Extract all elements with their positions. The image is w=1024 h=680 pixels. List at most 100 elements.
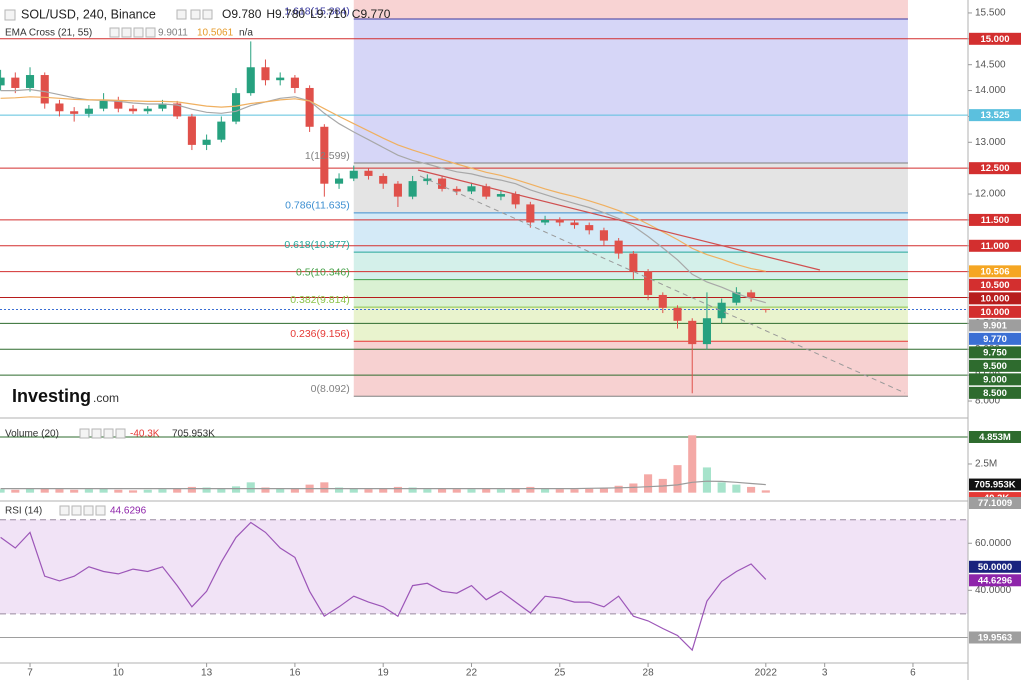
volume-bar	[11, 489, 20, 493]
symbol-title: SOL/USD, 240, Binance	[21, 7, 156, 21]
volume-bar	[614, 485, 623, 493]
candle-body	[732, 292, 741, 303]
price-box	[969, 631, 1021, 644]
collapse-icon[interactable]	[4, 9, 16, 21]
volume-bar	[482, 488, 491, 493]
volume-ma-value: 705.953K	[172, 429, 215, 440]
rsi-title: RSI (14)	[5, 506, 42, 517]
candle-body	[364, 170, 373, 176]
volume-bar	[349, 488, 358, 493]
watermark-brand: Investing	[12, 386, 91, 406]
fib-band	[353, 279, 908, 308]
volume-bar	[0, 489, 5, 493]
candle-body	[335, 178, 344, 184]
volume-bar	[231, 486, 241, 493]
settings-icon[interactable]	[83, 505, 94, 516]
volume-bar	[496, 489, 505, 493]
price-box	[969, 386, 1021, 399]
settings-icon[interactable]	[133, 27, 144, 38]
price-box	[969, 496, 1021, 509]
volume-bar	[70, 489, 79, 493]
settings-icon[interactable]	[176, 9, 187, 20]
trendline	[417, 169, 821, 271]
price-box-label: 10.500	[980, 280, 1009, 291]
settings-icon[interactable]	[145, 27, 156, 38]
candle-body	[408, 181, 417, 197]
candle-body	[438, 178, 447, 189]
price-box	[969, 109, 1021, 122]
x-tick-label: 28	[643, 668, 655, 679]
price-box	[969, 373, 1021, 386]
settings-icon[interactable]	[95, 505, 106, 516]
candle-body	[99, 100, 108, 109]
volume-bar	[747, 486, 756, 493]
x-tick-label: 6	[910, 668, 916, 679]
fib-label: 0.5(10.346)	[296, 266, 350, 278]
candle-body	[702, 318, 711, 345]
candle-body	[261, 67, 270, 81]
x-tick-label: 22	[466, 668, 478, 679]
y-tick-label: 8.000	[975, 396, 1000, 407]
background-layer	[0, 0, 968, 639]
price-box-label: 10.000	[980, 293, 1009, 304]
candle-body	[644, 271, 653, 295]
volume-bar	[688, 435, 697, 493]
settings-icon[interactable]	[91, 428, 102, 439]
x-tick-label: 10	[113, 668, 125, 679]
price-box-label: 50.0000	[978, 562, 1012, 573]
fib-label: 0.382(9.814)	[290, 294, 350, 306]
price-box-label: 9.750	[983, 347, 1007, 358]
candle-body	[158, 103, 167, 109]
price-box-label: 8.500	[983, 388, 1007, 399]
x-tick-label: 19	[378, 668, 390, 679]
volume-bar	[599, 488, 608, 493]
fib-band	[353, 307, 908, 342]
volume-bar	[526, 486, 535, 493]
volume-bar	[644, 474, 653, 493]
settings-icon[interactable]	[71, 505, 82, 516]
candle-body	[585, 225, 594, 231]
price-box	[969, 32, 1021, 45]
candle-body	[11, 77, 20, 88]
settings-icon[interactable]	[109, 27, 120, 38]
settings-icon[interactable]	[79, 428, 90, 439]
labels-layer: 1.618(15.384) 1(12.599) 0.786(11.635) 0.618…	[27, 6, 1021, 679]
settings-icon[interactable]	[59, 505, 70, 516]
candle-body	[0, 77, 5, 86]
volume-bar	[246, 482, 255, 493]
volume-bar	[25, 488, 35, 493]
rsi-band	[0, 519, 968, 614]
settings-icon[interactable]	[202, 9, 213, 20]
candle-body	[70, 111, 79, 114]
volume-value: -40.3K	[130, 429, 160, 440]
candle-body	[599, 230, 608, 241]
volume-bar	[673, 465, 682, 493]
volume-bar	[128, 490, 138, 493]
settings-icon[interactable]	[190, 9, 201, 20]
price-box	[969, 430, 1021, 443]
y-tick-label: 60.0000	[975, 538, 1012, 549]
volume-bar	[511, 488, 520, 493]
candle-body	[128, 108, 138, 112]
volume-bar	[40, 488, 49, 493]
volume-bar	[467, 489, 476, 493]
candle-body	[688, 320, 697, 345]
volume-bar	[364, 489, 373, 493]
candle-body	[349, 170, 358, 179]
price-box	[969, 278, 1021, 291]
price-box	[969, 478, 1021, 491]
volume-bar	[99, 488, 108, 493]
candle-body	[320, 126, 329, 184]
y-tick-label: 40.0000	[975, 585, 1012, 596]
price-box	[969, 292, 1021, 305]
candle-body	[276, 77, 285, 81]
settings-icon[interactable]	[103, 428, 114, 439]
price-box-label: 77.1009	[978, 498, 1012, 509]
fib-band	[353, 163, 908, 213]
settings-icon[interactable]	[121, 27, 132, 38]
price-box	[969, 162, 1021, 175]
y-tick-label: 14.000	[975, 85, 1006, 96]
settings-icon[interactable]	[115, 428, 126, 439]
volume-bar	[438, 488, 447, 493]
